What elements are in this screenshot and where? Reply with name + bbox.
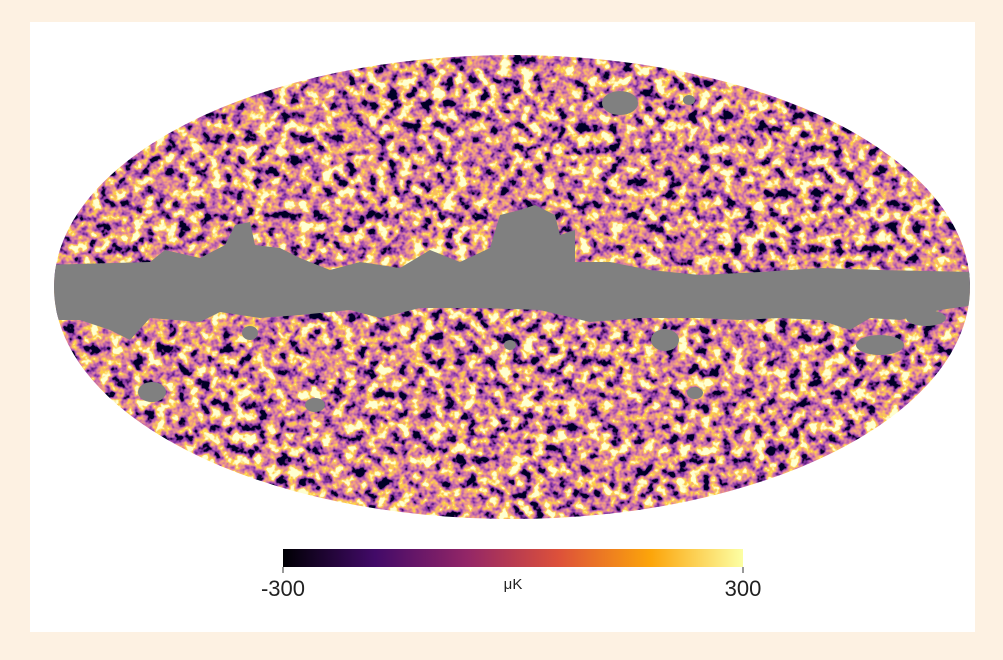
- colorbar-tick-label: 300: [725, 576, 762, 601]
- colorbar: [283, 549, 743, 567]
- colorbar-tick-label: -300: [261, 576, 305, 601]
- colorbar-unit: μK: [504, 576, 523, 593]
- galactic-mask: [54, 91, 970, 412]
- sky-map: [54, 55, 970, 519]
